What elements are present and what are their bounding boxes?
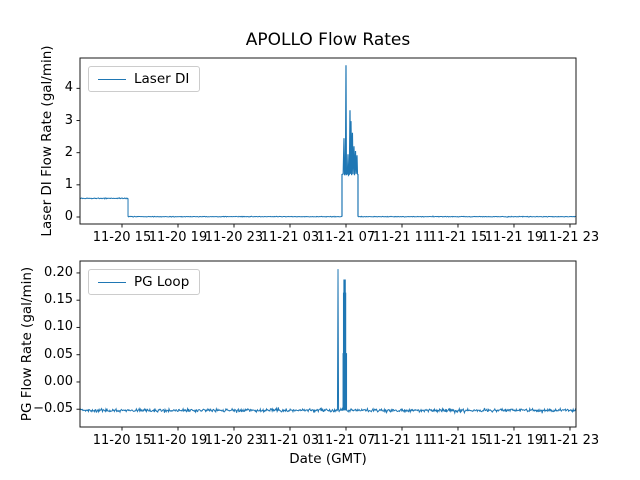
series-line <box>336 269 340 411</box>
series-line <box>338 407 344 413</box>
y-tick-label: 1 <box>64 176 73 192</box>
x-tick-label: 11-20 23 <box>204 433 264 448</box>
y-tick-label: 0.15 <box>44 292 73 308</box>
series-line <box>127 215 343 218</box>
top-y-axis-label: Laser DI Flow Rate (gal/min) <box>39 45 55 237</box>
bottom-y-axis-label: PG Flow Rate (gal/min) <box>19 266 35 422</box>
x-tick-label: 11-21 03 <box>260 230 320 245</box>
x-tick-label: 11-20 15 <box>92 230 152 245</box>
series-line <box>357 215 577 218</box>
x-tick-label: 11-21 11 <box>372 433 432 448</box>
x-tick-label: 11-21 23 <box>540 433 600 448</box>
figure-title: APOLLO Flow Rates <box>245 30 411 50</box>
y-tick-label: 0.05 <box>44 346 73 362</box>
series-line <box>341 65 359 217</box>
x-tick-label: 11-21 03 <box>260 433 320 448</box>
y-tick-label: −0.05 <box>33 401 73 417</box>
legend-label: PG Loop <box>134 274 190 290</box>
x-tick-label: 11-20 19 <box>148 433 208 448</box>
y-tick-label: 0.00 <box>44 373 73 389</box>
legend-pg-loop: PG Loop <box>88 269 201 295</box>
y-tick-label: 4 <box>64 80 73 96</box>
legend-line-sample <box>98 281 126 283</box>
x-tick-label: 11-21 19 <box>484 230 544 245</box>
y-tick-label: 2 <box>64 144 73 160</box>
series-line <box>79 197 129 200</box>
x-tick-label: 11-21 15 <box>428 433 488 448</box>
legend-label: Laser DI <box>134 71 190 87</box>
series-line <box>342 279 348 411</box>
x-tick-label: 11-20 23 <box>204 230 264 245</box>
x-tick-label: 11-21 11 <box>372 230 432 245</box>
y-tick-label: 3 <box>64 112 73 128</box>
y-tick-label: 0 <box>64 208 73 224</box>
series-line <box>346 406 577 415</box>
x-tick-label: 11-21 07 <box>316 230 376 245</box>
axes-spines <box>79 57 577 225</box>
axes-spines <box>79 260 577 428</box>
legend-line-sample <box>98 78 126 80</box>
legend-laser-di: Laser DI <box>88 66 201 92</box>
x-tick-label: 11-21 19 <box>484 433 544 448</box>
x-tick-label: 11-20 19 <box>148 230 208 245</box>
x-axis-label: Date (GMT) <box>289 451 367 467</box>
x-tick-label: 11-21 15 <box>428 230 488 245</box>
x-tick-label: 11-20 15 <box>92 433 152 448</box>
x-tick-label: 11-21 07 <box>316 433 376 448</box>
x-tick-label: 11-21 23 <box>540 230 600 245</box>
y-tick-label: 0.20 <box>44 264 73 280</box>
y-tick-label: 0.10 <box>44 319 73 335</box>
series-line <box>79 406 338 414</box>
